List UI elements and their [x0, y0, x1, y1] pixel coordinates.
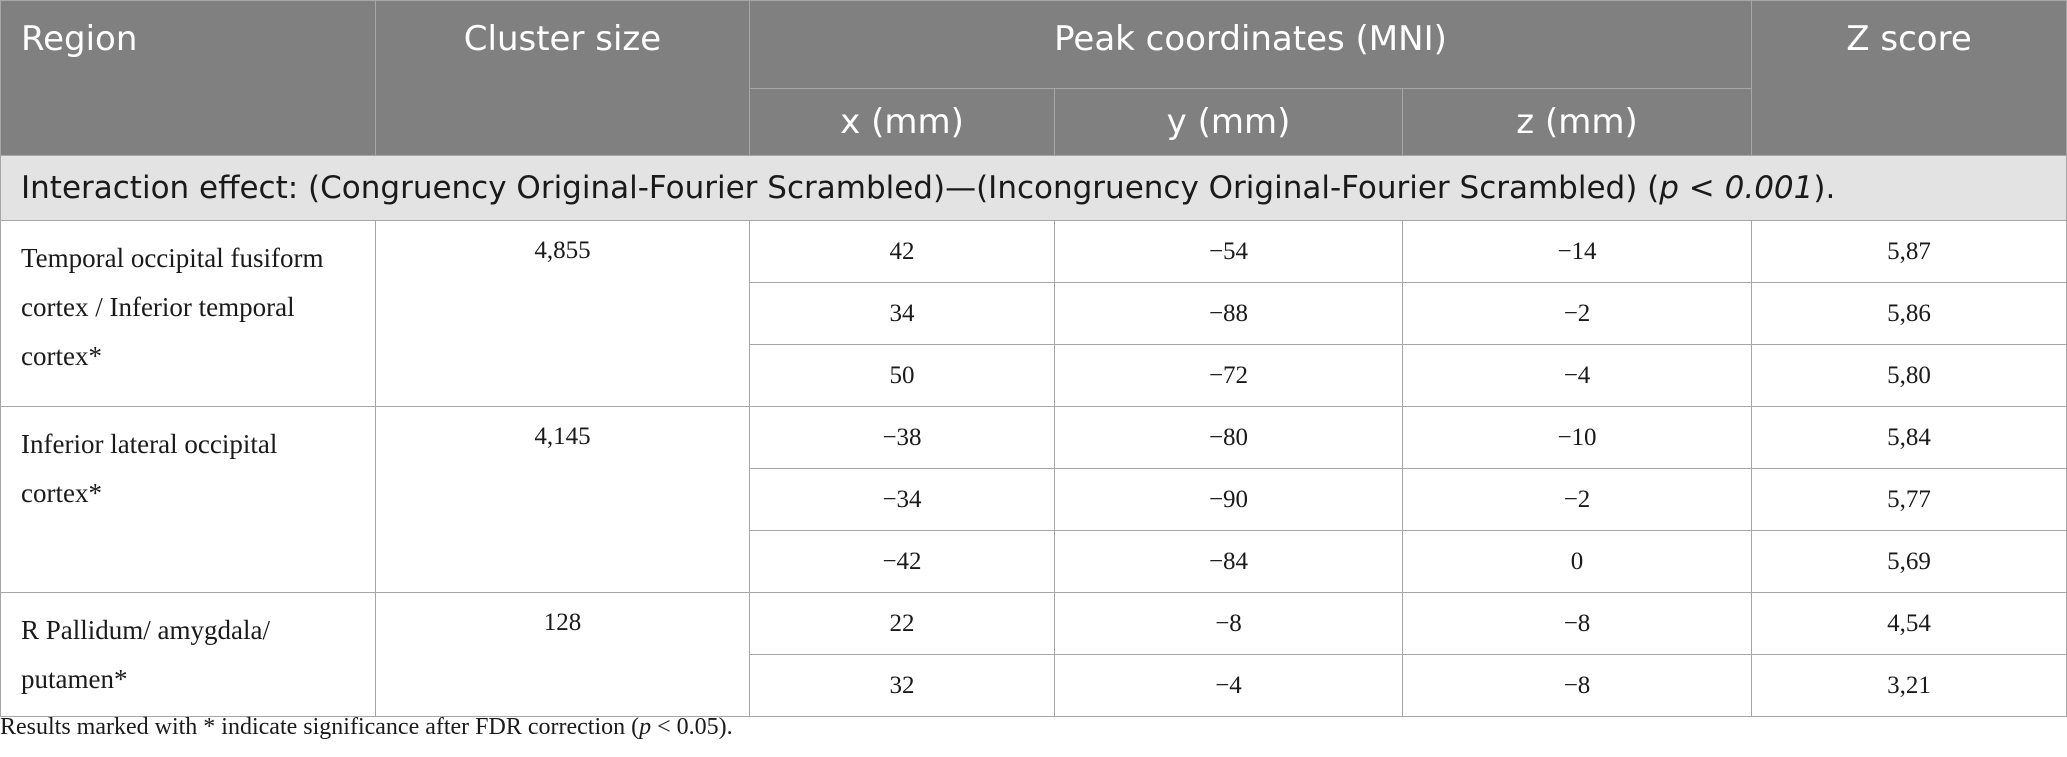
cell-x: −38 [749, 406, 1055, 469]
cell-z-score: 5,87 [1751, 220, 2067, 283]
section-row: Interaction effect: (Congruency Original… [0, 155, 2067, 221]
table-row: Inferior lateral occipital cortex* 4,145−… [0, 406, 2067, 593]
cell-z: −10 [1401, 406, 1753, 469]
section-text-after: ). [1813, 170, 1836, 206]
cell-y: −8 [1054, 592, 1403, 655]
cell-x: 32 [749, 654, 1055, 717]
cell-z-score: 5,69 [1751, 530, 2067, 593]
table-row: 32 −4 −8 3,21 [1, 654, 2067, 717]
cell-x: 42 [749, 220, 1055, 283]
table-footnote: Results marked with * indicate significa… [0, 714, 733, 741]
cell-y: −90 [1054, 468, 1403, 531]
header-z-score: Z score [1751, 0, 2067, 156]
cell-cluster-size: 4,145 [375, 406, 750, 593]
cell-y: −4 [1054, 654, 1403, 717]
footnote-text-before: Results marked with * indicate significa… [0, 714, 640, 740]
table-row: 50 −72 −4 5,80 [1, 344, 2067, 407]
cell-region: R Pallidum/ amygdala/ putamen* [0, 592, 376, 717]
table-body: Interaction effect: (Congruency Original… [0, 155, 2067, 717]
header-region: Region [0, 0, 376, 156]
cell-z-score: 5,86 [1751, 282, 2067, 345]
cell-region: Temporal occipital fusiform cortex / Inf… [0, 220, 376, 407]
table-row: R Pallidum/ amygdala/ putamen* 128 22 −8 −8 4… [0, 592, 2067, 717]
table-row: −34 −90 −2 5,77 [1, 468, 2067, 531]
cell-z: 0 [1401, 530, 1753, 593]
cell-z-score: 5,77 [1751, 468, 2067, 531]
cell-x: −42 [749, 530, 1055, 593]
cell-x: −34 [749, 468, 1055, 531]
cell-z-score: 4,54 [1751, 592, 2067, 655]
cell-x: 34 [749, 282, 1055, 345]
table-row: Temporal occipital fusiform cortex / Inf… [0, 220, 2067, 407]
section-label: Interaction effect: (Congruency Original… [0, 155, 2067, 221]
section-p-symbol: p [1659, 170, 1679, 206]
footnote-p-symbol: p [639, 714, 652, 740]
header-z: z (mm) [1401, 88, 1753, 156]
table-row: 34 −88 −2 5,86 [1, 282, 2067, 345]
cell-y: −80 [1054, 406, 1403, 469]
header-y: y (mm) [1054, 88, 1403, 156]
table-row: −42 −84 0 5,69 [1, 530, 2067, 593]
cell-x: 22 [749, 592, 1055, 655]
cell-z: −14 [1401, 220, 1753, 283]
section-p-value: < 0.001 [1678, 170, 1814, 206]
cell-y: −72 [1054, 344, 1403, 407]
header-x: x (mm) [749, 88, 1055, 156]
cell-z-score: 5,84 [1751, 406, 2067, 469]
cell-z: −8 [1401, 654, 1753, 717]
cell-z-score: 3,21 [1751, 654, 2067, 717]
cell-z: −4 [1401, 344, 1753, 407]
cell-x: 50 [749, 344, 1055, 407]
header-cluster-size: Cluster size [375, 0, 750, 156]
cell-z: −2 [1401, 282, 1753, 345]
header-peak-coordinates: Peak coordinates (MNI) [748, 0, 1753, 89]
header-row-top: Region Cluster size Peak coordinates (MN… [0, 0, 2067, 156]
cell-cluster-size: 128 [375, 592, 750, 717]
footnote-text-after: < 0.05). [651, 714, 733, 740]
cell-z: −2 [1401, 468, 1753, 531]
cell-z: −8 [1401, 592, 1753, 655]
header-row-bottom: x (mm) y (mm) z (mm) [1, 88, 2067, 156]
cell-y: −88 [1054, 282, 1403, 345]
cell-y: −54 [1054, 220, 1403, 283]
cell-y: −84 [1054, 530, 1403, 593]
cell-z-score: 5,80 [1751, 344, 2067, 407]
section-text-before: Interaction effect: (Congruency Original… [21, 170, 1660, 206]
results-table: Region Cluster size Peak coordinates (MN… [0, 0, 2067, 717]
cell-region: Inferior lateral occipital cortex* [0, 406, 376, 593]
cell-cluster-size: 4,855 [375, 220, 750, 407]
